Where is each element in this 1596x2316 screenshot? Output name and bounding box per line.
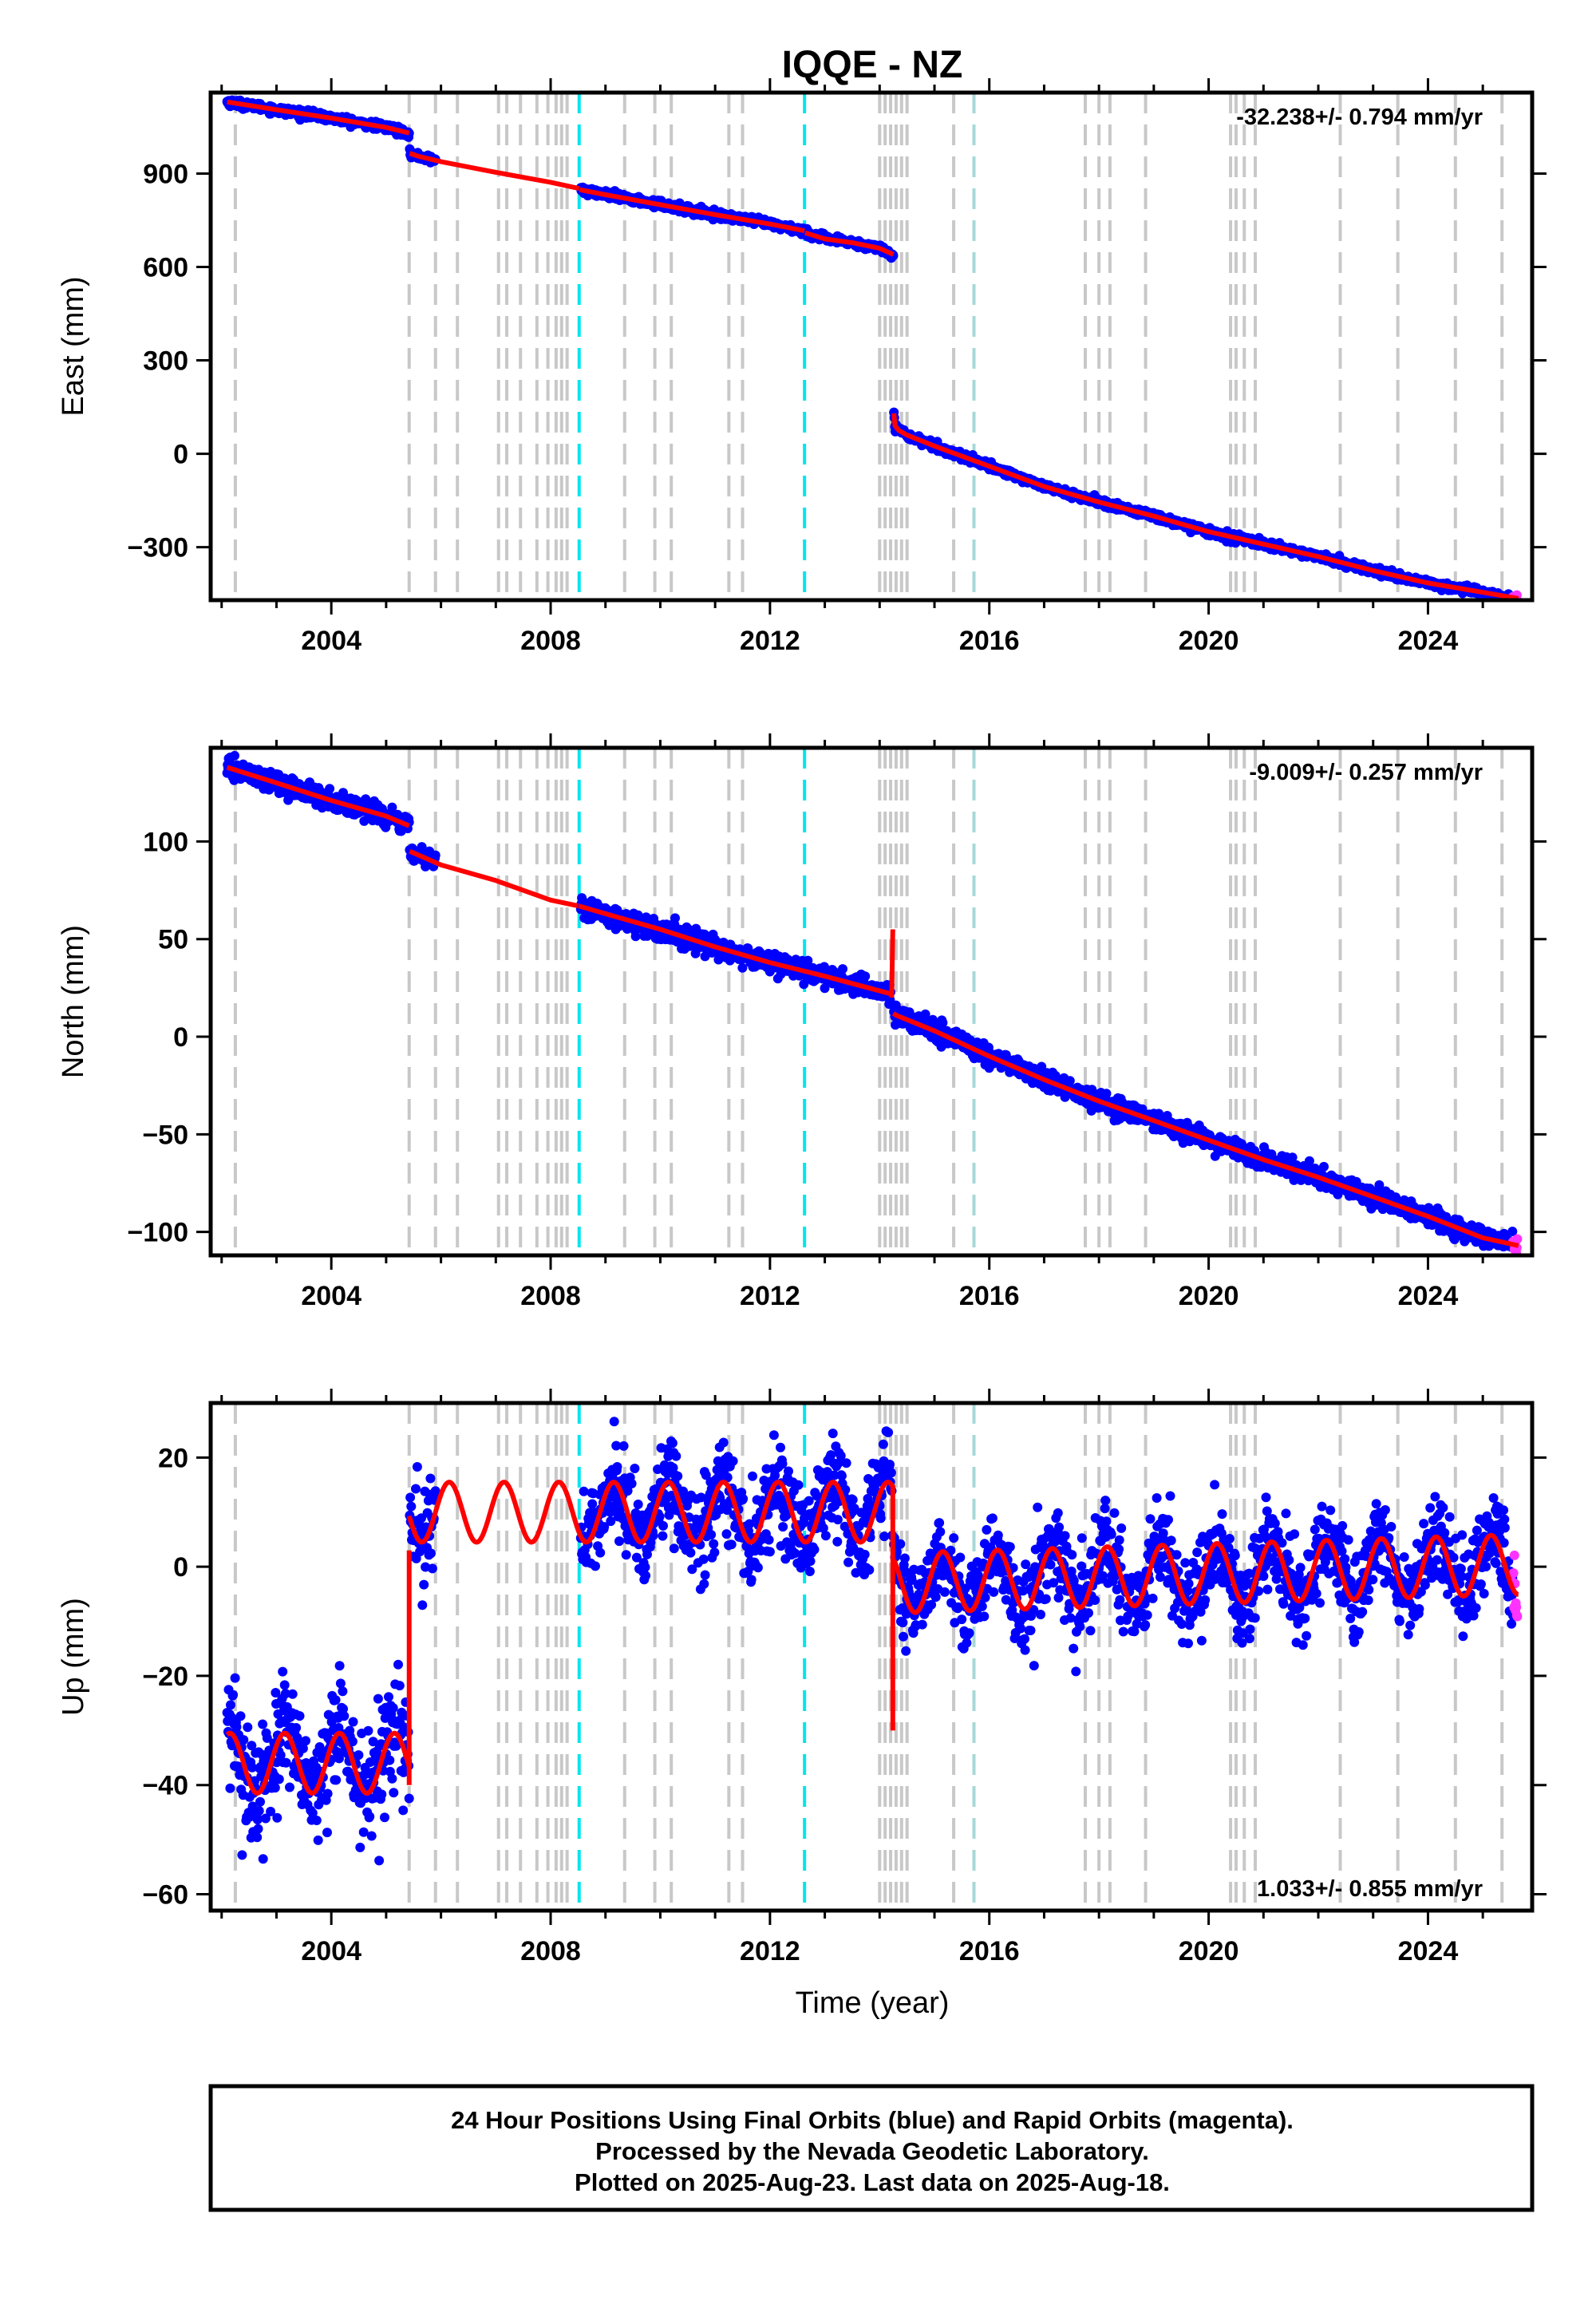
north-model-line (226, 765, 410, 828)
north-rapid-point (1512, 1234, 1523, 1244)
north-data-point (325, 784, 335, 794)
north-data-point (670, 913, 680, 923)
north-y-tick-label: 0 (173, 1022, 188, 1053)
up-data-point (274, 1774, 284, 1784)
up-data-point (235, 1711, 246, 1721)
east-frame (208, 90, 1535, 603)
up-data-point (252, 1815, 263, 1824)
north-data-point (803, 955, 813, 966)
up-data-point (252, 1832, 263, 1843)
north-data-point (799, 979, 809, 990)
north-frame (208, 745, 1535, 1258)
up-data-point (285, 1782, 294, 1792)
north-plot-area (222, 748, 1523, 1255)
north-data-point (1319, 1161, 1329, 1172)
east-y-tick-label: 300 (143, 346, 188, 377)
north-y-axis-title: North (mm) (57, 925, 90, 1078)
up-data-point (226, 1700, 235, 1710)
up-data-point (258, 1719, 268, 1729)
up-data-point (262, 1733, 272, 1743)
north-x-tick-label: 2016 (959, 1281, 1020, 1311)
east-x-tick-label: 2008 (520, 626, 581, 656)
north-data-point (737, 962, 748, 973)
up-data-point (230, 1673, 240, 1683)
east-y-tick-label: 600 (143, 253, 188, 283)
east-x-tick-label: 2012 (740, 626, 800, 656)
east-x-tick-label: 2024 (1398, 626, 1459, 656)
north-model-line (578, 903, 891, 997)
north-x-tick-label: 2008 (520, 1281, 581, 1311)
north-y-tick-label: 50 (158, 925, 188, 955)
north-x-tick-label: 2004 (301, 1281, 361, 1311)
up-data-point (228, 1690, 239, 1700)
east-model-line (579, 187, 805, 234)
east-x-tick-label: 2004 (301, 626, 361, 656)
north-data-point (630, 931, 641, 942)
up-data-point (266, 1806, 276, 1816)
north-x-tick-label: 2024 (1398, 1281, 1459, 1311)
up-data-point (231, 1721, 242, 1732)
north-model-line (409, 848, 579, 909)
north-data-point (1374, 1180, 1385, 1190)
east-y-tick-label: 900 (143, 159, 188, 189)
north-data-point (1065, 1076, 1075, 1086)
up-data-point (225, 1783, 235, 1793)
up-data-point (254, 1806, 264, 1816)
up-data-point (243, 1722, 253, 1733)
north-rate-label: -9.009+/- 0.257 mm/yr (1249, 760, 1483, 785)
east-x-tick-label: 2020 (1179, 626, 1239, 656)
north-model-line (891, 1011, 1519, 1248)
up-data-point (253, 1824, 263, 1834)
north-x-tick-label: 2012 (740, 1281, 800, 1311)
north-y-tick-label: 100 (143, 827, 188, 857)
up-data-point (279, 1680, 290, 1690)
north-model-line (889, 929, 895, 998)
north-data-point (1304, 1156, 1314, 1166)
north-x-tick-label: 2020 (1179, 1281, 1239, 1311)
up-data-point (237, 1850, 247, 1860)
east-y-tick-label: 0 (173, 440, 188, 470)
east-y-tick-label: −300 (127, 533, 188, 563)
east-model-line (891, 413, 1519, 600)
east-model-line (227, 99, 410, 136)
up-plot-area (222, 1403, 1523, 1911)
up-data-point (280, 1689, 290, 1699)
north-data-point (1101, 1089, 1112, 1099)
east-y-axis-title: East (mm) (57, 276, 90, 416)
up-data-point (275, 1750, 286, 1761)
north-data-point (860, 971, 871, 982)
east-plot-area (222, 93, 1523, 600)
up-data-point (247, 1741, 257, 1751)
up-data-point (272, 1812, 282, 1823)
north-data-point (361, 794, 371, 804)
up-data-point (239, 1735, 249, 1745)
north-data-point (1507, 1227, 1518, 1236)
up-data-point (260, 1813, 271, 1824)
east-model-line (804, 230, 895, 257)
panel-east: 2004 2008 2012 2016 2020 2024 −300 0 300 600 900 Ea… (57, 78, 1547, 656)
north-data-point (1287, 1152, 1298, 1163)
up-data-point (247, 1762, 257, 1773)
up-data-point (270, 1783, 280, 1793)
up-data-point (278, 1666, 288, 1677)
east-model-line (409, 151, 580, 192)
up-data-point (271, 1688, 281, 1697)
figure-title: IQQE - NZ (782, 44, 963, 86)
north-data-point (938, 1018, 948, 1028)
up-data-point (255, 1796, 265, 1807)
up-data-point (281, 1757, 291, 1768)
north-y-tick-label: −100 (127, 1218, 188, 1248)
east-x-tick-label: 2016 (959, 626, 1020, 656)
north-data-point (838, 964, 847, 974)
up-data-point (258, 1854, 268, 1864)
north-data-point (430, 850, 440, 860)
east-rate-label: -32.238+/- 0.794 mm/yr (1236, 105, 1483, 130)
panel-north: 2004 2008 2012 2016 2020 2024 −100 −50 0 50 100 Nor… (57, 733, 1547, 1311)
north-data-point (230, 750, 239, 761)
north-y-tick-label: −50 (142, 1120, 188, 1150)
